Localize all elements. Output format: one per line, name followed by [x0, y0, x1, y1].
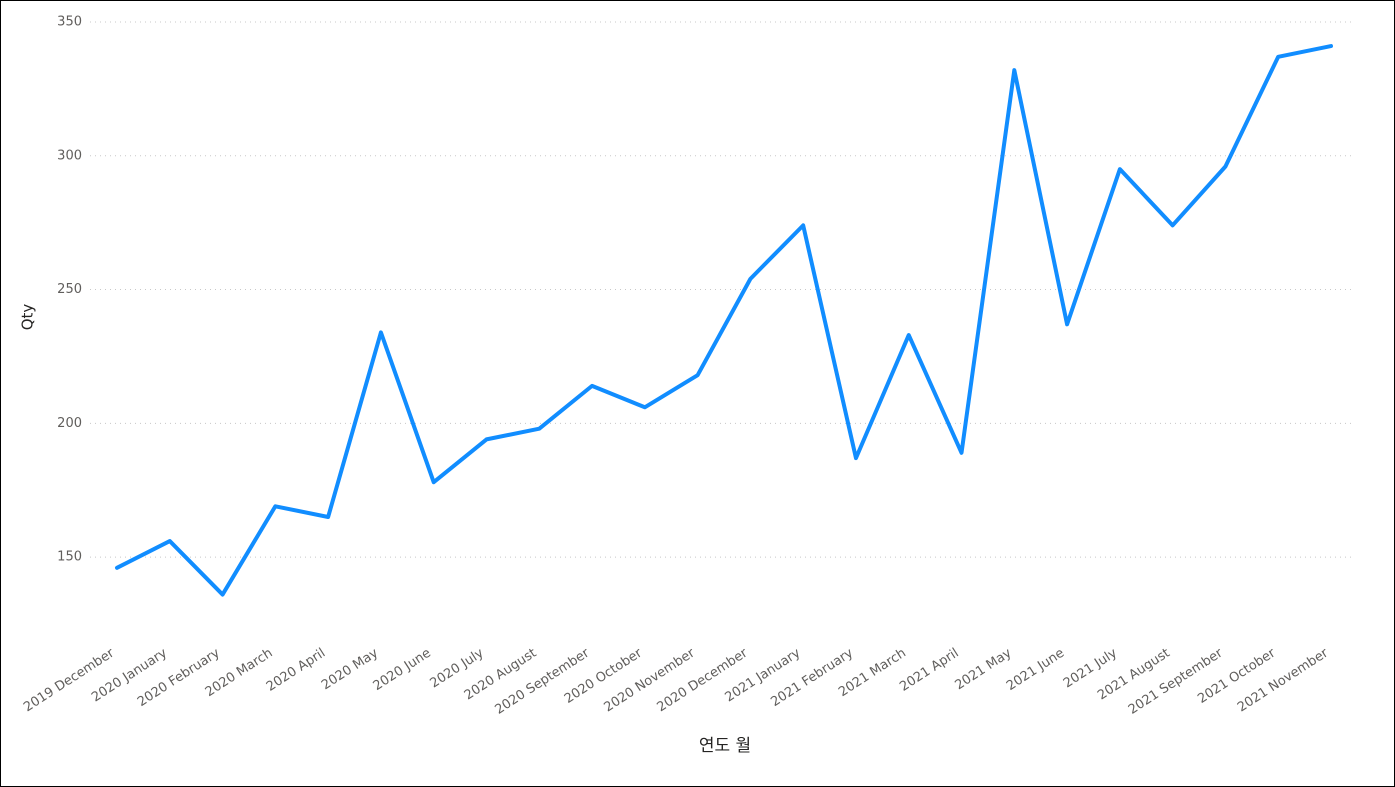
y-tick-label: 300 [57, 148, 82, 163]
y-axis-title: Qty [19, 304, 37, 331]
y-tick-label: 250 [57, 282, 82, 297]
y-tick-label: 150 [57, 550, 82, 565]
y-tick-label: 200 [57, 416, 82, 431]
y-tick-label: 350 [57, 15, 82, 30]
x-axis-title: 연도 월 [699, 736, 751, 756]
line [115, 44, 1333, 597]
